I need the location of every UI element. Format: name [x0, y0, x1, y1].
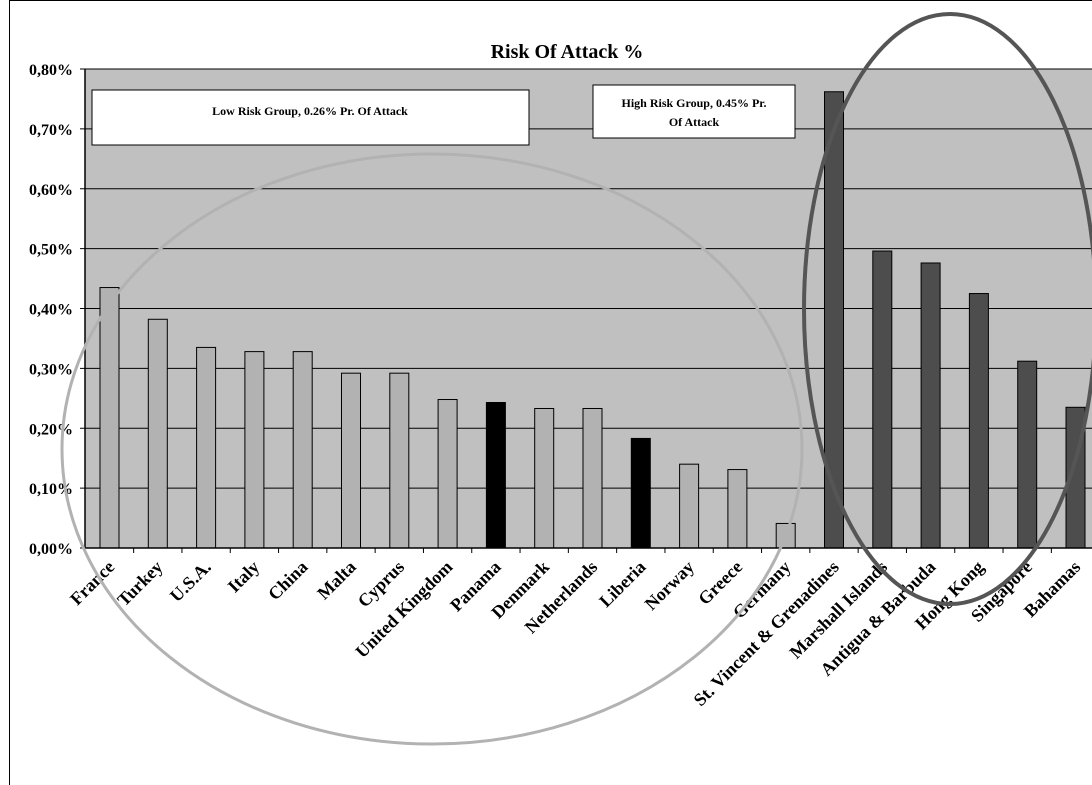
bar-italy — [244, 351, 265, 549]
low-risk-box — [91, 89, 530, 146]
y-tick-label: 0,50% — [29, 242, 73, 259]
bar-united-kingdom — [437, 399, 458, 549]
bar-denmark — [534, 407, 555, 549]
y-axis-ticks: 0,00% 0,10% 0,20% 0,30% 0,40% 0,50% 0,60% 0,70%… — [29, 62, 85, 558]
bar-turkey — [147, 318, 168, 549]
bars — [99, 91, 1086, 549]
y-tick-label: 0,10% — [29, 481, 73, 498]
y-tick-label: 0,30% — [29, 361, 73, 378]
bar-hong-kong — [968, 293, 989, 549]
bar-liberia — [630, 437, 651, 549]
bar-greece — [727, 469, 748, 549]
bar-china — [292, 351, 313, 549]
x-category-label: Malta — [313, 557, 360, 604]
bar-netherlands — [582, 407, 603, 549]
x-category-label: U.S.A. — [166, 557, 215, 606]
bar-antigua-barbuda — [920, 262, 941, 549]
bar-malta — [341, 372, 361, 549]
high-risk-text-line-1: High Risk Group, 0.45% Pr. — [621, 96, 766, 110]
y-tick-label: 0,80% — [29, 62, 73, 79]
y-tick-label: 0,40% — [29, 302, 73, 319]
y-tick-label: 0,70% — [29, 122, 73, 139]
bar-norway — [679, 463, 700, 549]
high-risk-text-line-2: Of Attack — [669, 115, 720, 129]
y-tick-label: 0,60% — [29, 182, 73, 199]
low-risk-annotation: Low Risk Group, 0.26% Pr. Of Attack — [91, 89, 530, 146]
x-category-label: China — [264, 557, 311, 604]
x-category-label: Italy — [224, 557, 264, 597]
x-category-label: Norway — [641, 557, 698, 614]
bar-singapore — [1017, 360, 1038, 549]
high-risk-group-ellipse — [802, 12, 1092, 606]
high-risk-box — [592, 84, 796, 139]
y-tick-label: 0,00% — [29, 541, 73, 558]
bar-panama — [485, 402, 506, 549]
low-risk-group-ellipse — [60, 152, 804, 746]
bar-france — [99, 287, 120, 549]
high-risk-annotation: High Risk Group, 0.45% Pr. Of Attack — [592, 84, 796, 139]
bar-marshall-islands — [872, 250, 893, 549]
bar-st-vincent-grenadines — [824, 91, 844, 549]
chart-title: Risk Of Attack % — [491, 41, 644, 63]
x-category-label: Liberia — [595, 557, 649, 611]
low-risk-text: Low Risk Group, 0.26% Pr. Of Attack — [212, 104, 408, 118]
x-category-label: Turkey — [113, 557, 166, 610]
bar-cyprus — [389, 372, 410, 549]
y-tick-label: 0,20% — [29, 421, 73, 438]
bar-u-s-a- — [196, 346, 217, 549]
